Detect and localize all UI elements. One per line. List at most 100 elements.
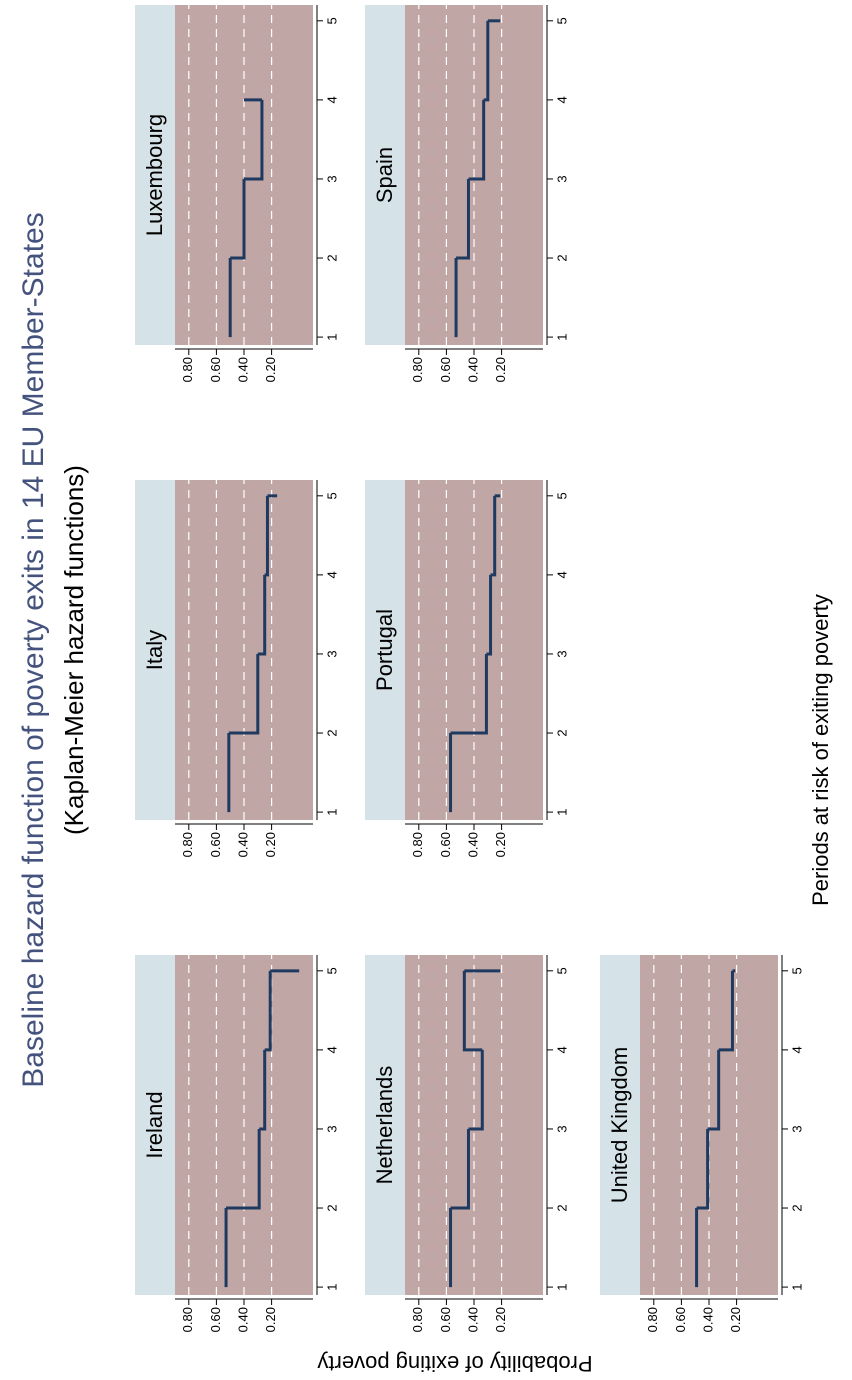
y-tick-label: 0.60 <box>208 357 223 382</box>
x-tick-label: 3 <box>324 175 339 182</box>
step-segment <box>490 495 497 577</box>
step-segment <box>718 970 734 1052</box>
x-tick-label: 3 <box>554 175 569 182</box>
y-tick-label: 0.60 <box>208 832 223 857</box>
x-tick-label: 2 <box>789 1204 804 1211</box>
panel-header <box>365 955 405 1295</box>
x-tick-label: 3 <box>324 1125 339 1132</box>
step-segment <box>707 1049 721 1131</box>
panel-header <box>365 5 405 345</box>
step-segment <box>228 653 260 735</box>
panel-title: Spain <box>372 147 397 203</box>
y-tick-label: 0.80 <box>180 832 195 857</box>
x-tick-label: 1 <box>324 808 339 815</box>
y-tick-label: 0.20 <box>263 832 278 857</box>
x-tick-label: 5 <box>554 17 569 24</box>
chart-subtitle: (Kaplan-Meier hazard functions) <box>59 465 89 835</box>
panel-title: Luxembourg <box>142 114 167 236</box>
y-tick-label: 0.60 <box>438 1307 453 1332</box>
step-segment <box>264 495 269 577</box>
y-tick-label: 0.80 <box>180 1307 195 1332</box>
x-tick-label: 3 <box>324 650 339 657</box>
x-tick-label: 2 <box>554 1204 569 1211</box>
x-tick-label: 2 <box>324 254 339 261</box>
step-segment <box>264 970 272 1052</box>
step-segment <box>468 99 486 181</box>
x-tick-label: 4 <box>554 96 569 103</box>
panel-title: Netherlands <box>372 1066 397 1185</box>
step-segment <box>456 178 470 260</box>
x-axis-title: Periods at risk of exiting poverty <box>808 594 833 906</box>
step-segment <box>696 1128 710 1210</box>
x-tick-label: 1 <box>554 333 569 340</box>
y-tick-label: 0.40 <box>235 357 250 382</box>
step-segment <box>259 1049 267 1131</box>
x-tick-label: 4 <box>324 1046 339 1053</box>
y-tick-label: 0.20 <box>728 1307 743 1332</box>
y-axis-title: Probability of exiting poverty <box>317 1351 592 1376</box>
panel-header <box>365 480 405 820</box>
y-tick-label: 0.40 <box>465 832 480 857</box>
x-tick-label: 1 <box>554 1283 569 1290</box>
y-tick-label: 0.20 <box>493 357 508 382</box>
step-segment <box>462 970 483 1052</box>
x-tick-label: 5 <box>324 967 339 974</box>
panel-title: United Kingdom <box>607 1047 632 1204</box>
y-tick-label: 0.20 <box>493 1307 508 1332</box>
x-tick-label: 4 <box>324 571 339 578</box>
x-tick-label: 5 <box>324 17 339 24</box>
step-segment <box>486 574 493 656</box>
step-segment <box>226 1128 261 1210</box>
panel-header <box>135 5 175 345</box>
step-segment <box>244 99 264 181</box>
y-tick-label: 0.80 <box>645 1307 660 1332</box>
x-tick-label: 1 <box>789 1283 804 1290</box>
y-tick-label: 0.20 <box>263 357 278 382</box>
x-tick-label: 5 <box>554 967 569 974</box>
y-tick-label: 0.60 <box>208 1307 223 1332</box>
chart-body: Baseline hazard function of poverty exit… <box>17 5 833 1376</box>
panel-header <box>600 955 640 1295</box>
x-tick-label: 3 <box>789 1125 804 1132</box>
x-tick-label: 4 <box>554 1046 569 1053</box>
x-tick-label: 1 <box>324 1283 339 1290</box>
chart-title: Baseline hazard function of poverty exit… <box>17 212 50 1087</box>
panel-header <box>135 480 175 820</box>
step-segment <box>450 653 488 735</box>
step-segment <box>450 1128 470 1210</box>
step-segment <box>468 1049 484 1131</box>
y-tick-label: 0.20 <box>493 832 508 857</box>
x-tick-label: 2 <box>324 1204 339 1211</box>
x-tick-label: 2 <box>554 254 569 261</box>
x-tick-label: 1 <box>324 333 339 340</box>
y-tick-label: 0.40 <box>700 1307 715 1332</box>
y-tick-label: 0.40 <box>235 1307 250 1332</box>
y-tick-label: 0.60 <box>673 1307 688 1332</box>
x-tick-label: 2 <box>324 729 339 736</box>
step-segment <box>257 574 267 656</box>
x-tick-label: 5 <box>789 967 804 974</box>
y-tick-label: 0.60 <box>438 832 453 857</box>
x-tick-label: 4 <box>789 1046 804 1053</box>
x-tick-label: 3 <box>554 1125 569 1132</box>
x-tick-label: 5 <box>324 492 339 499</box>
x-tick-label: 4 <box>324 96 339 103</box>
y-tick-label: 0.40 <box>235 832 250 857</box>
panel-title: Portugal <box>372 609 397 691</box>
x-tick-label: 1 <box>554 808 569 815</box>
y-tick-label: 0.60 <box>438 357 453 382</box>
panel-title: Italy <box>142 630 167 670</box>
y-tick-label: 0.80 <box>410 832 425 857</box>
step-segment <box>230 178 246 260</box>
x-tick-label: 2 <box>554 729 569 736</box>
y-tick-label: 0.40 <box>465 357 480 382</box>
step-segment <box>483 20 490 102</box>
y-tick-label: 0.20 <box>263 1307 278 1332</box>
y-tick-label: 0.80 <box>410 357 425 382</box>
x-tick-label: 3 <box>554 650 569 657</box>
y-tick-label: 0.80 <box>180 357 195 382</box>
panel-title: Ireland <box>142 1091 167 1158</box>
y-tick-label: 0.40 <box>465 1307 480 1332</box>
x-tick-label: 4 <box>554 571 569 578</box>
